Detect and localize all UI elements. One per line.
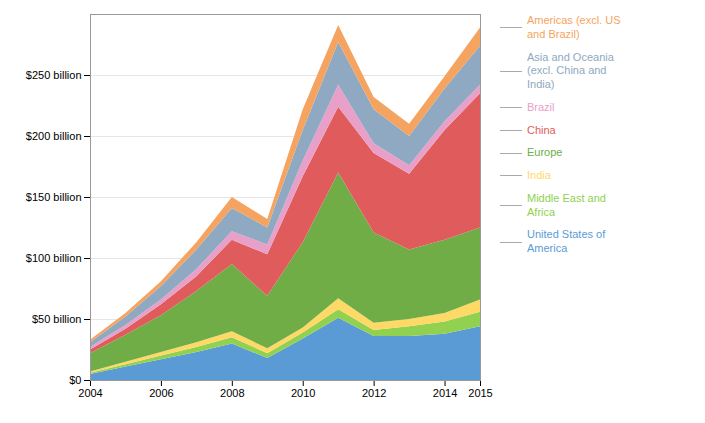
html-text:Brazil: Brazil [527,100,555,113]
svg-text:$200 billion: $200 billion [26,130,82,142]
svg-text:$0: $0 [69,374,81,386]
html-text:Middle East and Africa: Middle East and Africa [527,191,606,218]
svg-text:2004: 2004 [78,387,102,399]
svg-text:2012: 2012 [362,387,386,399]
svg-text:$150 billion: $150 billion [26,191,82,203]
svg-text:2014: 2014 [433,387,457,399]
svg-text:2008: 2008 [220,387,244,399]
svg-text:2010: 2010 [291,387,315,399]
html-text:Europe: Europe [527,146,563,159]
html-text:United States of America: United States of America [527,228,606,254]
svg-text:$50 billion: $50 billion [32,313,82,325]
svg-text:$100 billion: $100 billion [26,252,82,264]
svg-text:$250 billion: $250 billion [26,69,82,81]
svg-text:2006: 2006 [149,387,173,399]
html-text:India: India [527,169,551,181]
html-text:Asia and Oceania (excl. China: Asia and Oceania (excl. China and India) [527,50,614,90]
svg-text:2015: 2015 [468,387,492,399]
html-text:China: China [527,123,556,136]
html-text:Americas (excl. US and Brazil): Americas (excl. US and Brazil) [527,14,621,40]
